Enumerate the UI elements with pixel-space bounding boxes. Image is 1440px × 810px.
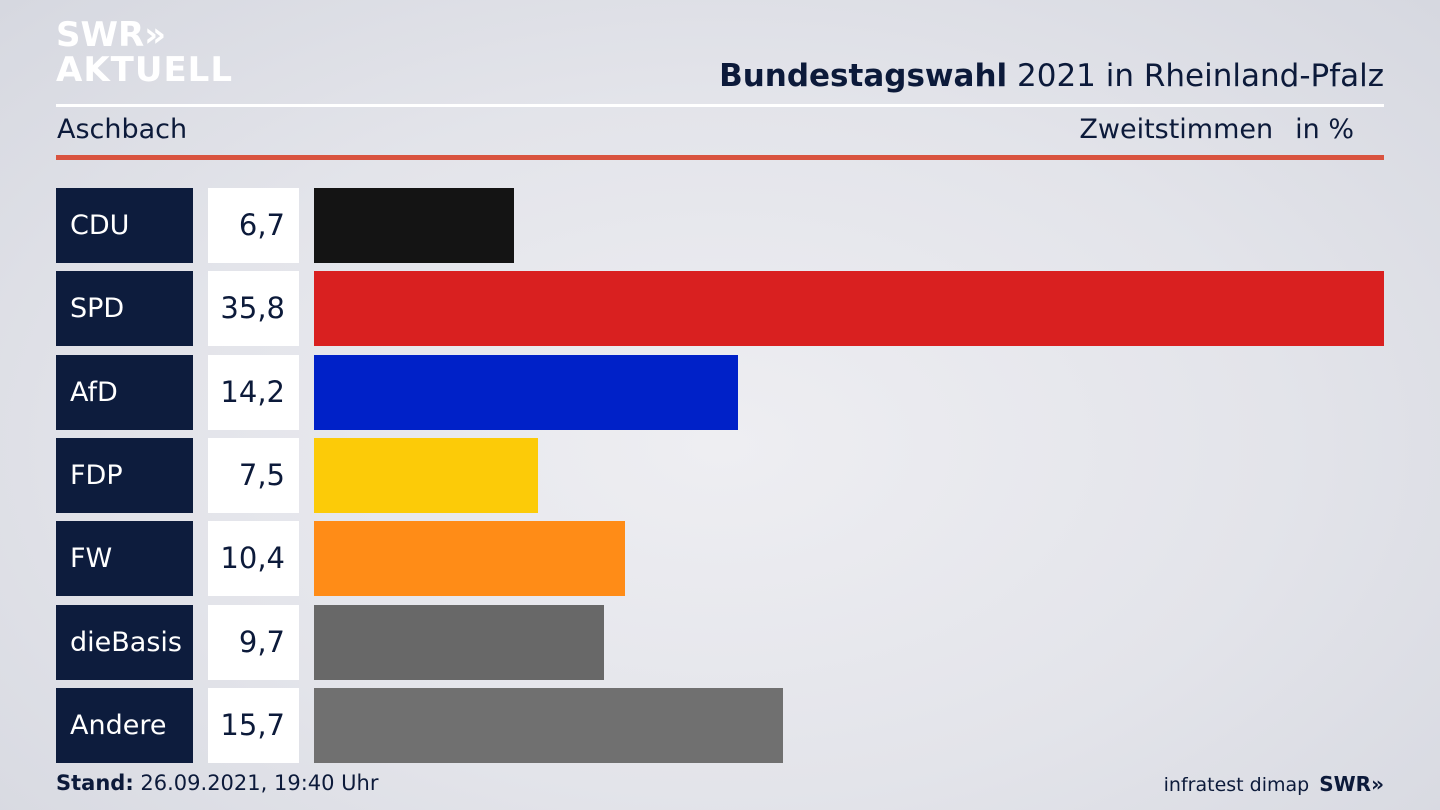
bar — [314, 521, 625, 596]
timestamp: Stand: 26.09.2021, 19:40 Uhr — [56, 771, 379, 795]
chart-title: Bundestagswahl 2021 in Rheinland-Pfalz — [719, 58, 1384, 94]
metric-label: Zweitstimmen in % — [1079, 114, 1354, 145]
value-label: 35,8 — [208, 271, 299, 346]
party-label: AfD — [56, 355, 193, 430]
value-label: 14,2 — [208, 355, 299, 430]
header-divider — [56, 104, 1384, 107]
swr-aktuell-logo: SWR» AKTUELL — [56, 18, 233, 88]
party-label: Andere — [56, 688, 193, 763]
party-label: CDU — [56, 188, 193, 263]
timestamp-value: 26.09.2021, 19:40 Uhr — [133, 771, 379, 795]
source-name: infratest dimap — [1163, 774, 1310, 796]
logo-line-1: SWR» — [56, 15, 167, 55]
party-label: SPD — [56, 271, 193, 346]
swr-small-logo: SWR» — [1319, 772, 1384, 796]
bar — [314, 688, 783, 763]
party-label: dieBasis — [56, 605, 193, 680]
metric-name: Zweitstimmen — [1079, 114, 1274, 145]
bar — [314, 355, 738, 430]
value-label: 6,7 — [208, 188, 299, 263]
timestamp-label: Stand: — [56, 771, 134, 795]
chart-title-bold: Bundestagswahl — [719, 58, 1008, 94]
value-label: 9,7 — [208, 605, 299, 680]
accent-divider — [56, 155, 1384, 160]
logo-line-2: AKTUELL — [56, 50, 234, 90]
bar — [314, 438, 538, 513]
bar — [314, 188, 514, 263]
source-credit: infratest dimap SWR» — [1164, 772, 1384, 796]
bar — [314, 271, 1384, 346]
metric-unit: in % — [1295, 114, 1354, 145]
value-label: 10,4 — [208, 521, 299, 596]
bar — [314, 605, 604, 680]
party-label: FW — [56, 521, 193, 596]
chart-title-rest: 2021 in Rheinland-Pfalz — [1007, 58, 1384, 94]
value-label: 15,7 — [208, 688, 299, 763]
location-label: Aschbach — [57, 114, 188, 145]
value-label: 7,5 — [208, 438, 299, 513]
party-label: FDP — [56, 438, 193, 513]
